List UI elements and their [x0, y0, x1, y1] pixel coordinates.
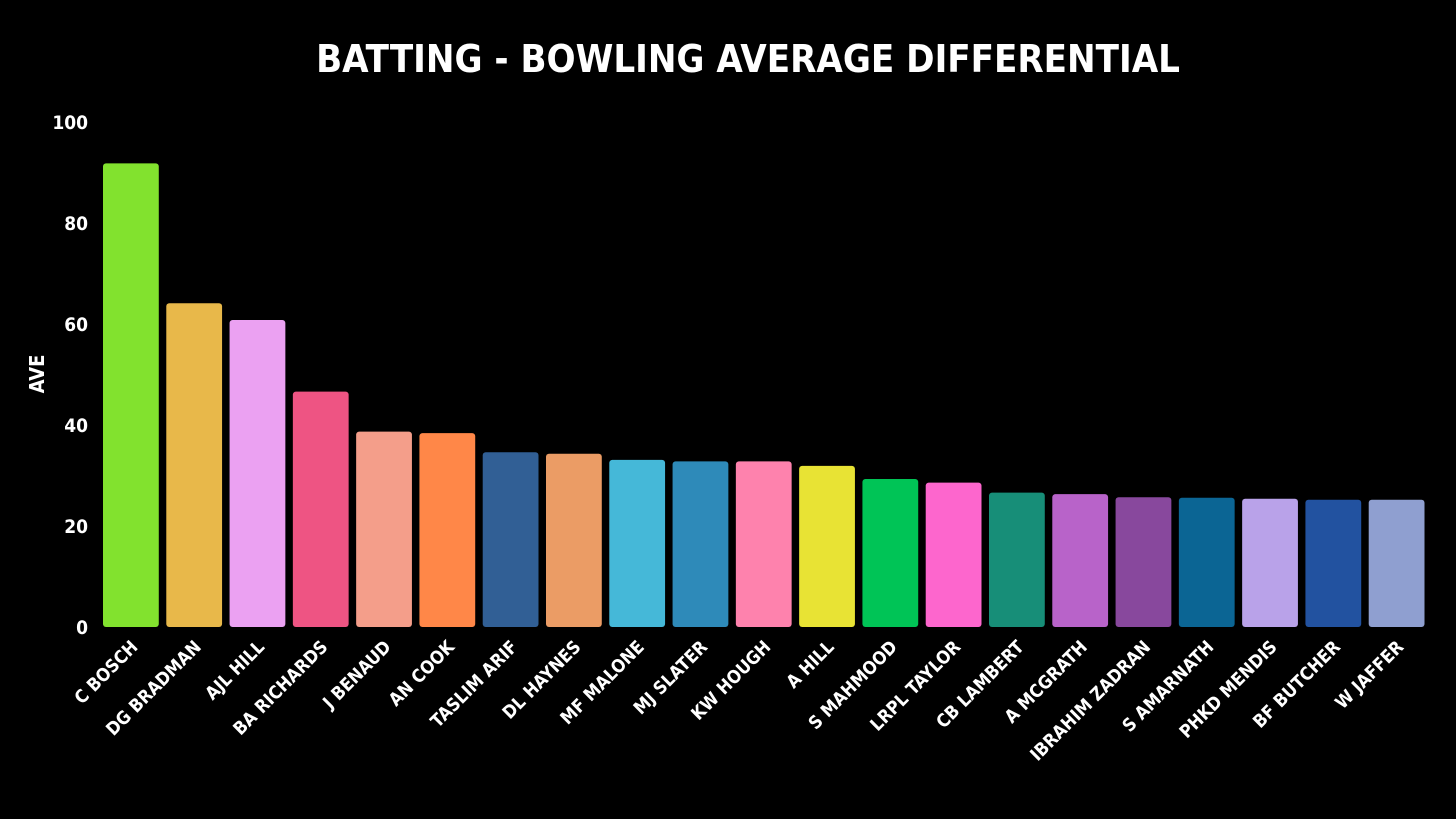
bar — [1178, 497, 1235, 627]
chart-title: BATTING - BOWLING AVERAGE DIFFERENTIAL — [316, 37, 1180, 81]
bar — [672, 461, 729, 627]
bar — [1052, 494, 1109, 627]
x-tick-label: IBRAHIM ZADRAN — [1026, 637, 1155, 766]
bar — [292, 391, 349, 627]
bar — [1305, 499, 1362, 627]
x-tick-label: W JAFFER — [1331, 636, 1408, 713]
bar — [482, 452, 539, 627]
bar — [609, 459, 666, 627]
bar — [229, 319, 286, 627]
bar — [989, 492, 1045, 627]
y-tick-label: 0 — [76, 617, 88, 639]
bar — [419, 433, 476, 627]
y-tick-label: 100 — [52, 112, 88, 134]
y-tick-label: 80 — [64, 213, 88, 235]
x-tick-label: A HILL — [782, 637, 838, 693]
bar — [799, 465, 855, 627]
bars — [103, 163, 1425, 627]
bar — [1368, 499, 1425, 627]
bar — [356, 431, 412, 627]
bar — [1242, 498, 1298, 627]
bar — [546, 453, 602, 627]
bar — [1115, 497, 1172, 627]
bar — [925, 482, 982, 627]
bar — [166, 303, 223, 627]
y-tick-label: 20 — [64, 516, 88, 538]
y-tick-label: 40 — [64, 415, 88, 437]
bar — [735, 461, 792, 627]
x-tick-label: J BENAUD — [318, 637, 395, 714]
bar — [103, 163, 159, 627]
bar — [862, 479, 919, 627]
y-tick-label: 60 — [64, 314, 88, 336]
y-axis-label: AVE — [25, 355, 49, 394]
y-axis-ticks: 0 20 40 60 80 100 — [52, 112, 88, 639]
